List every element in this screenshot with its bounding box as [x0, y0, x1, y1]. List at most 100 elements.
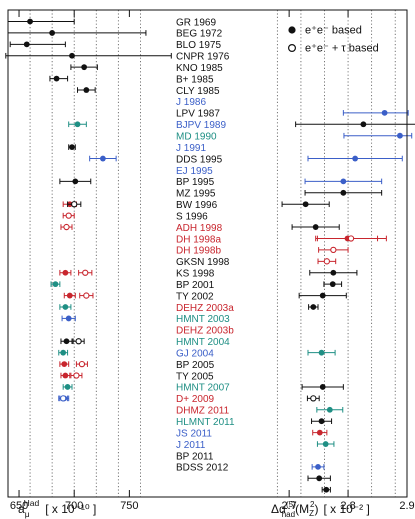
row-label-30: BP 2005 — [176, 360, 215, 371]
legend: e⁺e⁻ based e⁺e⁻ + τ based — [288, 25, 379, 55]
row-label-7: J 1986 — [176, 97, 206, 108]
left-point-15-marker — [62, 269, 69, 276]
row-label-31: TY 2005 — [176, 371, 214, 382]
row-label-1: BEG 1972 — [176, 29, 223, 40]
right-point-24-marker — [316, 475, 323, 482]
right-point-15-marker — [310, 304, 317, 310]
left-point-29-marker — [64, 384, 71, 390]
row-label-34: DHMZ 2011 — [176, 406, 230, 417]
left-point-9-marker — [99, 155, 106, 162]
right-point-16-marker — [318, 349, 325, 356]
right-xtick-label-2: 2.9 — [399, 500, 414, 512]
row-label-26: HMNT 2003 — [176, 314, 230, 325]
legend-filled-marker — [288, 26, 296, 34]
legend-open-label: e⁺e⁻ + τ based — [305, 43, 379, 55]
left-point-31-marker — [60, 395, 67, 402]
right-point-11-marker — [323, 258, 331, 265]
right-point-20-marker — [318, 418, 325, 425]
row-label-16: BW 1996 — [176, 200, 218, 211]
left-point-13-marker — [65, 212, 72, 219]
row-label-33: D+ 2009 — [176, 394, 215, 405]
right-xtick-label-1: 2.8 — [340, 500, 355, 512]
row-label-20: DH 1998b — [176, 246, 221, 257]
axis-ticks — [18, 10, 408, 497]
right-point-22-marker — [322, 441, 329, 447]
right-point-4-marker — [340, 178, 347, 185]
row-label-27: DEHZ 2003b — [176, 326, 234, 337]
left-point-28-marker — [73, 372, 80, 379]
left-point-8-marker — [69, 144, 75, 151]
right-axis-label: Δα(5) had(MZ2) [ x 10⁻² ] — [271, 500, 370, 519]
left-xtick-label-0: 650 — [10, 500, 28, 512]
right-point-25-marker — [323, 486, 330, 493]
right-point-13-marker — [329, 281, 336, 288]
left-axis-label-main: a — [18, 502, 25, 516]
right-axis-label-main: Δα — [271, 502, 286, 516]
row-label-28: HMNT 2004 — [176, 337, 230, 348]
right-axis-label-arg: (M — [295, 502, 309, 516]
row-label-10: MD 1990 — [176, 132, 217, 143]
legend-filled-label: e⁺e⁻ based — [305, 25, 362, 37]
left-point-25-marker — [61, 361, 68, 367]
left-point-19-marker — [83, 292, 90, 299]
left-point-21-marker — [65, 315, 72, 322]
left-axis-label: aμHad [ x 10⁻¹⁰ ] — [18, 498, 96, 519]
left-point-17-marker — [52, 281, 59, 288]
row-label-24: TY 2002 — [176, 291, 214, 302]
row-label-32: HMNT 2007 — [176, 383, 230, 394]
row-label-19: DH 1998a — [176, 234, 221, 245]
right-point-23-marker — [315, 463, 321, 470]
right-point-19-marker — [326, 406, 333, 413]
row-label-39: BDSS 2012 — [176, 463, 229, 474]
left-point-27-marker — [62, 372, 69, 379]
row-label-11: J 1991 — [176, 143, 206, 154]
row-label-22: KS 1998 — [176, 269, 215, 280]
left-point-23-marker — [75, 338, 82, 345]
left-point-16-marker — [82, 269, 89, 276]
right-point-14-marker — [319, 292, 326, 299]
row-label-6: CLY 1985 — [176, 86, 220, 97]
row-label-3: CNPR 1976 — [176, 52, 230, 63]
right-point-6-marker — [302, 201, 309, 208]
row-label-0: GR 1969 — [176, 17, 216, 28]
tick-labels: 650 700 750 2.7 2.8 2.9 — [10, 500, 415, 512]
row-label-18: ADH 1998 — [176, 223, 223, 234]
row-label-15: MZ 1995 — [176, 189, 216, 200]
left-point-6-marker — [83, 87, 90, 93]
right-point-7-marker — [312, 224, 319, 230]
right-point-3-marker — [352, 155, 359, 162]
row-label-9: BJPV 1989 — [176, 120, 226, 131]
plot-frame — [7, 9, 408, 498]
right-point-12-marker — [330, 269, 337, 276]
row-label-8: LPV 1987 — [176, 109, 220, 120]
right-axis-label-arg-sup: 2 — [310, 500, 315, 509]
right-point-2-marker — [397, 132, 403, 139]
row-label-25: DEHZ 2003a — [176, 303, 234, 314]
left-point-20-marker — [62, 304, 69, 310]
row-label-2: BLO 1975 — [176, 40, 221, 51]
row-label-14: BP 1995 — [176, 177, 215, 188]
left-point-26-marker — [78, 360, 86, 368]
left-point-7-marker — [74, 121, 81, 128]
row-label-29: GJ 2004 — [176, 348, 214, 359]
row-label-21: GKSN 1998 — [176, 257, 230, 268]
left-point-1-marker — [49, 30, 56, 36]
right-point-21-marker — [316, 429, 323, 436]
right-point-10-marker — [330, 246, 337, 254]
left-point-18-marker — [66, 292, 73, 299]
left-point-0-marker — [27, 18, 33, 25]
right-axis-label-arg-sub: Z — [309, 509, 314, 518]
row-label-5: B+ 1985 — [176, 74, 214, 85]
right-axis-label-sub: had — [282, 510, 295, 519]
legend-open-marker — [288, 43, 297, 52]
right-axis-label-close: ) — [314, 502, 318, 516]
row-label-13: EJ 1995 — [176, 166, 213, 177]
right-point-17-marker — [319, 384, 326, 390]
left-point-22-marker — [63, 338, 70, 345]
left-axis-label-units: [ x 10⁻¹⁰ ] — [45, 502, 96, 516]
left-point-4-marker — [81, 64, 88, 71]
right-xtick-label-0: 2.7 — [281, 500, 296, 512]
left-axis-label-sub: μ — [25, 509, 30, 519]
row-label-12: DDS 1995 — [176, 154, 223, 165]
